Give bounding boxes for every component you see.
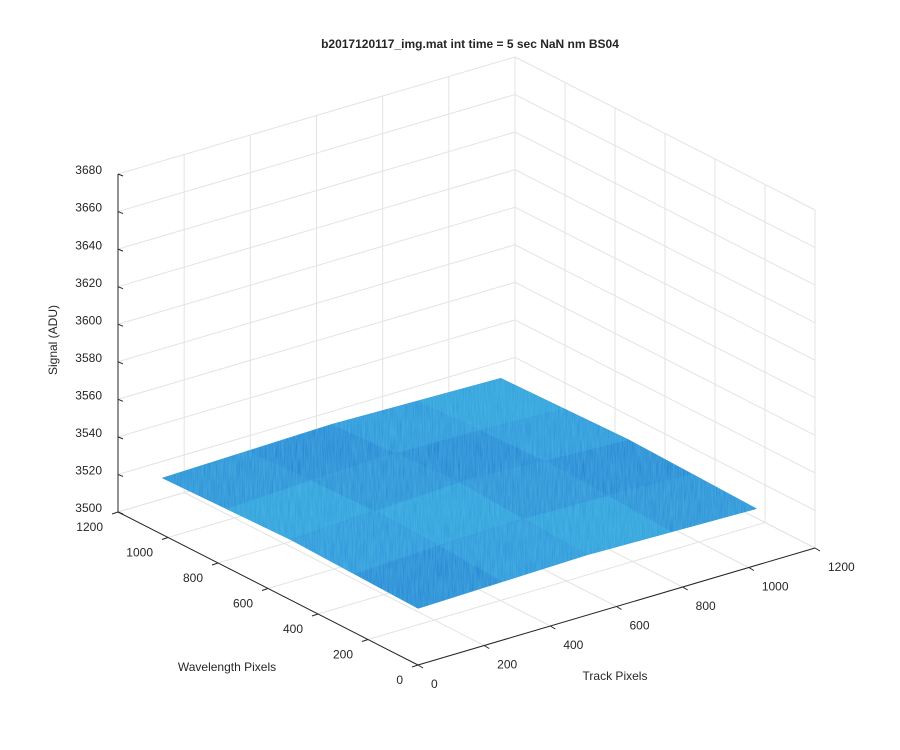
grid-line [117, 56, 516, 175]
z-axis-label: Signal (ADU) [46, 305, 60, 375]
grid-line [117, 169, 516, 288]
grid-line [514, 244, 816, 399]
x-tick-label: 800 [696, 599, 716, 613]
x-tick-label: 1000 [762, 580, 789, 594]
y-tick-label: 1000 [126, 546, 153, 560]
grid-line [367, 522, 766, 640]
y-axis-label: Wavelength Pixels [178, 660, 276, 674]
grid-line [514, 206, 816, 361]
z-tick [117, 361, 124, 365]
y-tick [311, 613, 319, 617]
x-tick [682, 586, 688, 591]
grid-line [514, 319, 816, 474]
z-tick [117, 173, 124, 177]
y-tick-label: 0 [396, 673, 403, 687]
grid-line [117, 356, 516, 475]
y-tick [361, 639, 369, 642]
y-tick-label: 1200 [76, 520, 103, 534]
y-tick-label: 800 [183, 571, 203, 585]
z-tick-label: 3620 [75, 276, 102, 290]
y-tick [211, 562, 219, 566]
z-tick [117, 473, 124, 477]
x-tick [417, 664, 424, 669]
z-tick [117, 211, 124, 215]
z-tick-label: 3640 [75, 238, 102, 252]
grid-line [117, 94, 516, 213]
x-tick-label: 600 [630, 619, 650, 633]
z-tick [117, 398, 124, 402]
x-tick [814, 547, 821, 552]
grid-line [514, 56, 816, 211]
surface [161, 378, 758, 609]
z-tick [117, 286, 124, 290]
x-tick [748, 567, 755, 571]
grid-line [514, 94, 816, 249]
grid-line [117, 319, 516, 438]
x-tick-label: 400 [563, 638, 583, 652]
x-tick-label: 200 [497, 658, 517, 672]
y-tick [411, 664, 419, 668]
grid-line [514, 281, 816, 436]
grid-line [514, 169, 816, 324]
y-tick [261, 588, 269, 591]
z-tick-label: 3540 [75, 426, 102, 440]
grid-line [514, 131, 816, 286]
z-tick-label: 3580 [75, 351, 102, 365]
x-tick [616, 606, 622, 610]
grid-line [117, 281, 516, 400]
x-tick [483, 645, 490, 649]
y-tick-label: 400 [283, 622, 303, 636]
z-tick-label: 3520 [75, 464, 102, 478]
x-axis-label: Track Pixels [583, 669, 648, 683]
z-tick [117, 511, 124, 515]
x-tick-label: 1200 [828, 560, 855, 574]
x-tick-label: 0 [431, 677, 438, 691]
z-tick-label: 3600 [75, 313, 102, 327]
z-tick [117, 323, 124, 327]
axes: 0 200 400 600 800 1000 1200 0 200 400 600 800 1000 12… [75, 163, 855, 691]
grid-line [117, 131, 516, 250]
y-tick [111, 511, 119, 515]
grid-line [514, 356, 816, 511]
z-tick [117, 248, 124, 252]
grid-line [117, 206, 516, 325]
y-tick-label: 200 [333, 648, 353, 662]
z-tick-label: 3500 [75, 501, 102, 515]
z-tick-label: 3660 [75, 201, 102, 215]
y-tick [161, 537, 169, 540]
chart-title: b2017120117_img.mat int time = 5 sec NaN… [321, 37, 619, 51]
z-tick-label: 3560 [75, 389, 102, 403]
surface-cell [353, 545, 504, 609]
y-tick-label: 600 [233, 597, 253, 611]
x-tick [550, 625, 556, 630]
grid-line [117, 244, 516, 363]
z-tick-label: 3680 [75, 163, 102, 177]
z-tick [117, 436, 124, 440]
